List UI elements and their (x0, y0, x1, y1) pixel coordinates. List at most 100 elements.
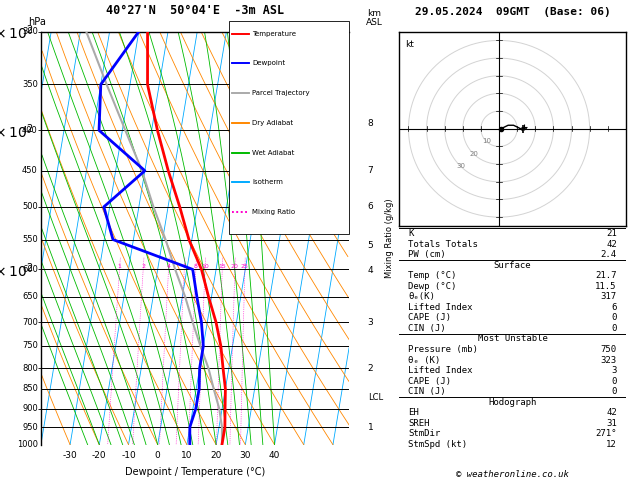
Text: Pressure (mb): Pressure (mb) (408, 345, 478, 354)
Text: 10: 10 (181, 451, 192, 460)
Text: 500: 500 (22, 202, 38, 211)
Text: 271°: 271° (595, 429, 617, 438)
Text: Hodograph: Hodograph (489, 398, 537, 407)
Text: © weatheronline.co.uk: © weatheronline.co.uk (456, 469, 569, 479)
Text: Temperature: Temperature (252, 31, 296, 36)
Text: 6: 6 (367, 202, 374, 211)
Text: StmDir: StmDir (408, 429, 441, 438)
Text: 20: 20 (211, 451, 222, 460)
Text: 323: 323 (601, 356, 617, 364)
Text: Mixing Ratio: Mixing Ratio (252, 209, 295, 215)
Text: 950: 950 (22, 423, 38, 432)
Text: CAPE (J): CAPE (J) (408, 377, 452, 385)
Text: 300: 300 (22, 27, 38, 36)
Text: -30: -30 (63, 451, 77, 460)
Text: SREH: SREH (408, 419, 430, 428)
Text: Temp (°C): Temp (°C) (408, 271, 457, 280)
Text: 3: 3 (611, 366, 617, 375)
Text: 30: 30 (240, 451, 251, 460)
Text: 42: 42 (606, 408, 617, 417)
Text: 2: 2 (367, 364, 373, 373)
Text: EH: EH (408, 408, 419, 417)
Text: 1000: 1000 (17, 440, 38, 449)
Text: 2.4: 2.4 (601, 250, 617, 259)
Text: 21: 21 (606, 229, 617, 238)
Text: 12: 12 (606, 440, 617, 449)
Text: 317: 317 (601, 293, 617, 301)
Text: Dewpoint / Temperature (°C): Dewpoint / Temperature (°C) (125, 468, 265, 477)
Text: kt: kt (405, 40, 414, 50)
Text: 40: 40 (269, 451, 281, 460)
Text: Dewp (°C): Dewp (°C) (408, 282, 457, 291)
Text: 600: 600 (22, 265, 38, 274)
Text: Mixing Ratio: Mixing Ratio (252, 209, 295, 215)
Text: Dry Adiabat: Dry Adiabat (252, 120, 293, 126)
Text: 800: 800 (22, 364, 38, 373)
Text: 21.7: 21.7 (595, 271, 617, 280)
Text: 42: 42 (606, 240, 617, 249)
Text: 5: 5 (367, 241, 374, 250)
Text: -10: -10 (121, 451, 136, 460)
Text: θₑ (K): θₑ (K) (408, 356, 441, 364)
Text: 900: 900 (22, 404, 38, 413)
Text: 0: 0 (611, 387, 617, 396)
Text: 29.05.2024  09GMT  (Base: 06): 29.05.2024 09GMT (Base: 06) (415, 7, 611, 17)
Text: km
ASL: km ASL (366, 9, 382, 27)
Text: θₑ(K): θₑ(K) (408, 293, 435, 301)
Text: Isotherm: Isotherm (252, 179, 283, 185)
Text: Surface: Surface (494, 261, 532, 270)
Text: 4: 4 (167, 264, 170, 269)
Text: Most Unstable: Most Unstable (477, 334, 548, 344)
Text: -20: -20 (92, 451, 106, 460)
Text: 31: 31 (606, 419, 617, 428)
Text: CAPE (J): CAPE (J) (408, 313, 452, 322)
Text: 11.5: 11.5 (595, 282, 617, 291)
Text: 450: 450 (22, 166, 38, 175)
Text: 4: 4 (367, 266, 373, 275)
Text: 8: 8 (194, 264, 198, 269)
Text: Dewpoint: Dewpoint (252, 60, 285, 67)
Text: 8: 8 (367, 119, 374, 128)
Text: 0: 0 (611, 313, 617, 322)
Text: 40°27'N  50°04'E  -3m ASL: 40°27'N 50°04'E -3m ASL (106, 4, 284, 17)
Text: 550: 550 (22, 235, 38, 244)
Text: Dewpoint: Dewpoint (252, 60, 285, 67)
Text: 350: 350 (22, 80, 38, 89)
Text: 750: 750 (22, 342, 38, 350)
Text: 1: 1 (367, 423, 374, 432)
Text: StmSpd (kt): StmSpd (kt) (408, 440, 467, 449)
Text: 25: 25 (241, 264, 249, 269)
Text: K: K (408, 229, 414, 238)
Text: Totals Totals: Totals Totals (408, 240, 478, 249)
Text: Isotherm: Isotherm (252, 179, 283, 185)
Text: Wet Adiabat: Wet Adiabat (252, 150, 294, 156)
Text: 20: 20 (231, 264, 239, 269)
Text: Parcel Trajectory: Parcel Trajectory (252, 90, 309, 96)
Text: 0: 0 (611, 377, 617, 385)
Text: Temperature: Temperature (252, 31, 296, 36)
Text: 750: 750 (601, 345, 617, 354)
Text: 700: 700 (22, 318, 38, 327)
Text: 6: 6 (182, 264, 186, 269)
Text: 10: 10 (482, 138, 491, 144)
Text: CIN (J): CIN (J) (408, 387, 446, 396)
Text: 10: 10 (201, 264, 209, 269)
Text: 3: 3 (367, 318, 374, 327)
Text: Dry Adiabat: Dry Adiabat (252, 120, 293, 126)
Text: 7: 7 (367, 166, 374, 175)
Text: Lifted Index: Lifted Index (408, 303, 473, 312)
Text: 400: 400 (22, 126, 38, 135)
Text: Parcel Trajectory: Parcel Trajectory (252, 90, 309, 96)
Text: 0: 0 (611, 324, 617, 333)
Text: PW (cm): PW (cm) (408, 250, 446, 259)
Text: LCL: LCL (367, 393, 383, 402)
Text: Wet Adiabat: Wet Adiabat (252, 150, 294, 156)
Text: 0: 0 (155, 451, 160, 460)
Text: 850: 850 (22, 384, 38, 394)
Bar (229, 21, 349, 234)
Text: 30: 30 (457, 163, 465, 169)
Text: 15: 15 (218, 264, 226, 269)
Text: 6: 6 (611, 303, 617, 312)
Text: 2: 2 (141, 264, 145, 269)
Text: Lifted Index: Lifted Index (408, 366, 473, 375)
